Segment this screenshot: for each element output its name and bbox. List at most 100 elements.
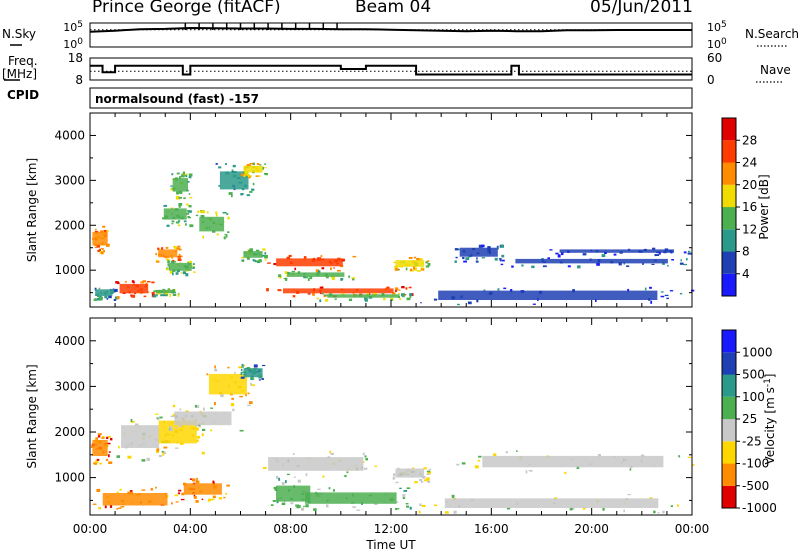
power-cell — [683, 263, 687, 266]
velocity-cell — [193, 494, 196, 497]
power-cell — [292, 295, 296, 298]
power-cell — [188, 210, 192, 213]
velocity-cell — [395, 508, 398, 510]
velocity-cell — [317, 488, 321, 490]
velocity-cell — [506, 507, 511, 510]
velocity-cell — [687, 456, 691, 459]
velocity-cell — [210, 407, 214, 409]
power-cell — [503, 287, 507, 290]
velocity-cell — [127, 455, 132, 459]
power-cell — [264, 163, 267, 165]
power-cell — [106, 243, 110, 247]
power-cell — [613, 253, 617, 256]
velocity-cell — [426, 473, 431, 475]
power-cell — [192, 266, 195, 269]
power-cell — [178, 220, 181, 222]
power-cell — [352, 277, 355, 281]
power-cell — [222, 211, 227, 214]
velocity-cell — [220, 394, 224, 398]
power-cell — [618, 262, 622, 266]
freq-unit-label: [MHz] — [2, 67, 38, 81]
velocity-cell — [175, 501, 179, 503]
power-cell — [315, 269, 319, 273]
power-cell — [651, 263, 655, 265]
power-cell — [256, 163, 260, 166]
power-cell — [178, 253, 181, 257]
velocity-cell — [374, 502, 378, 505]
velocity-cell — [95, 437, 99, 440]
power-cell — [142, 280, 146, 283]
velocity-colorbar-title: Velocity [m s-1] — [763, 374, 777, 465]
power-cell — [165, 268, 169, 271]
velocity-cell — [411, 467, 415, 469]
power-region-4 — [158, 249, 178, 258]
velocity-cell — [272, 500, 276, 502]
power-cell — [249, 248, 253, 251]
velocity-cell — [352, 506, 356, 509]
power-cell — [177, 293, 180, 295]
velocity-cell — [403, 490, 408, 492]
nsky-label: N.Sky — [2, 27, 37, 41]
velocity-cell — [305, 473, 308, 477]
velocity-cell — [101, 435, 105, 438]
velocity-cell — [231, 397, 234, 400]
velocity-cell — [194, 404, 197, 408]
velocity-region-6 — [208, 373, 247, 395]
power-cell — [167, 288, 170, 290]
velocity-region-5 — [183, 483, 222, 495]
velocity-colorbar-swatch — [722, 396, 736, 420]
velocity-cell — [104, 505, 107, 509]
velocity-cell — [245, 393, 247, 397]
power-region-2 — [119, 283, 149, 294]
power-cell — [166, 224, 170, 227]
velocity-colorbar-label: -500 — [742, 479, 769, 493]
power-cell — [140, 281, 145, 284]
power-cell — [285, 277, 288, 281]
freq-left-tick-bottom: 8 — [75, 73, 83, 87]
velocity-cell — [96, 488, 101, 492]
velocity-cell — [451, 494, 455, 498]
power-cell — [577, 265, 581, 269]
velocity-cell — [130, 420, 135, 423]
velocity-region-9 — [276, 485, 311, 502]
power-cell — [190, 265, 194, 268]
power-cell — [178, 204, 181, 208]
velocity-cell — [364, 455, 367, 458]
power-cell — [476, 299, 479, 303]
power-cell — [157, 292, 161, 295]
power-cell — [170, 185, 173, 187]
velocity-cell — [426, 470, 430, 473]
velocity-cell — [97, 435, 101, 438]
power-cell — [249, 248, 251, 252]
power-cell — [177, 257, 181, 260]
power-cell — [167, 260, 170, 263]
power-region-6 — [163, 208, 187, 220]
power-cell — [595, 299, 597, 302]
power-cell — [171, 256, 174, 259]
power-cell — [481, 257, 486, 259]
power-cell — [108, 295, 112, 299]
power-colorbar-label: 4 — [742, 267, 750, 281]
power-cell — [398, 289, 401, 291]
velocity-cell — [421, 481, 424, 483]
velocity-cell — [199, 425, 201, 428]
velocity-colorbar-swatch — [722, 485, 736, 509]
velocity-cell — [98, 506, 101, 510]
velocity-cell — [629, 468, 632, 471]
velocity-cell — [150, 487, 153, 491]
power-cell — [224, 233, 227, 236]
velocity-cell — [195, 480, 200, 484]
power-cell — [189, 224, 192, 228]
power-region-11 — [243, 251, 263, 258]
power-cell — [247, 174, 250, 178]
velocity-cell — [251, 384, 255, 387]
power-cell — [103, 250, 105, 253]
power-cell — [156, 259, 159, 262]
power-cell — [99, 298, 103, 301]
velocity-cell — [226, 484, 230, 487]
power-cell — [403, 294, 407, 296]
nsearch-label: N.Search — [745, 27, 800, 41]
power-cell — [567, 265, 571, 268]
freq-label: Freq. — [8, 54, 38, 68]
power-cell — [182, 271, 186, 275]
